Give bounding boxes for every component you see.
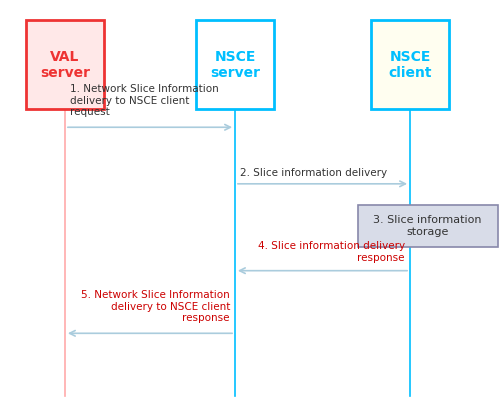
Text: 5. Network Slice Information
delivery to NSCE client
response: 5. Network Slice Information delivery to…: [81, 290, 230, 323]
Text: 3. Slice information
storage: 3. Slice information storage: [373, 215, 482, 237]
FancyBboxPatch shape: [371, 20, 449, 109]
FancyBboxPatch shape: [196, 20, 274, 109]
Text: 4. Slice information delivery
response: 4. Slice information delivery response: [258, 241, 405, 263]
Text: VAL
server: VAL server: [40, 50, 90, 80]
Text: NSCE
server: NSCE server: [210, 50, 260, 80]
Text: 1. Network Slice Information
delivery to NSCE client
request: 1. Network Slice Information delivery to…: [70, 84, 219, 117]
FancyBboxPatch shape: [26, 20, 104, 109]
Text: NSCE
client: NSCE client: [388, 50, 432, 80]
FancyBboxPatch shape: [358, 205, 498, 247]
Text: 2. Slice information delivery: 2. Slice information delivery: [240, 168, 387, 178]
